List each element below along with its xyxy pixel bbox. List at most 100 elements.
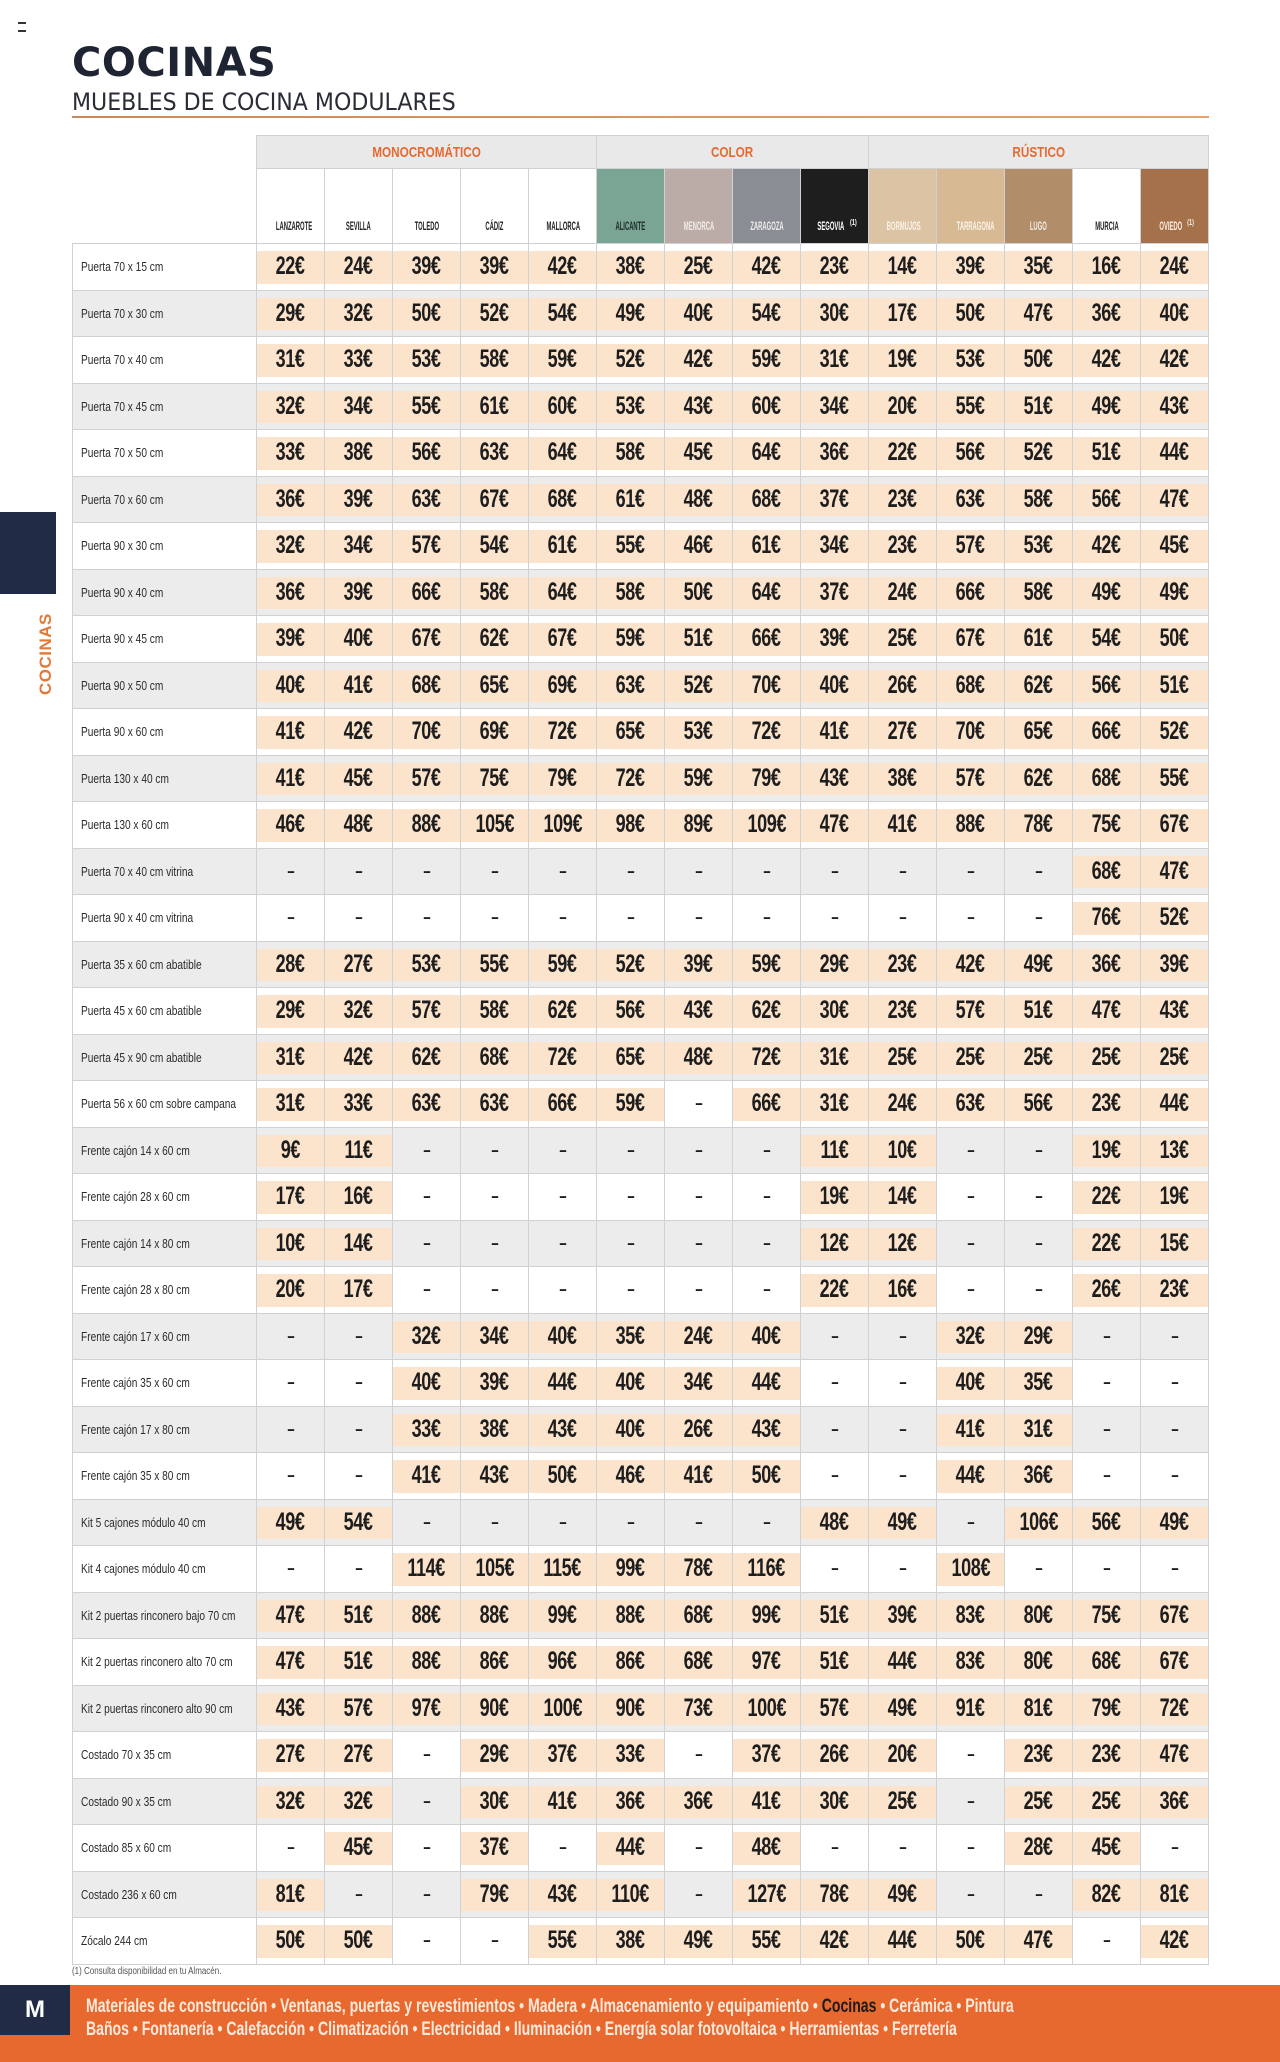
price-cell: –: [1072, 1312, 1141, 1360]
price-value: 39€: [412, 252, 441, 281]
footer-category-link[interactable]: Herramientas: [789, 2019, 880, 2040]
price-value: –: [423, 860, 430, 881]
price-value: –: [559, 1837, 566, 1858]
price-value: –: [763, 1511, 770, 1532]
price-cell: –: [324, 894, 393, 942]
price-cell: 27€: [324, 1731, 393, 1779]
table-row: Costado 70 x 35 cm 27€ 27€ – 29€ 37€ 33€ – 37€ 26…: [72, 1731, 1209, 1779]
price-cell: –: [324, 1312, 393, 1360]
price-value: 40€: [752, 1321, 781, 1350]
footer-category-link[interactable]: Almacenamiento y equipamiento: [589, 1996, 809, 2017]
separator: •: [808, 1996, 822, 2017]
price-value: 46€: [276, 810, 305, 839]
table-row: Puerta 45 x 90 cm abatible 31€ 42€ 62€ 68€ 72…: [72, 1033, 1209, 1081]
price-value: 110€: [611, 1879, 650, 1908]
finish-column-header: TARRAGONA: [936, 168, 1005, 244]
price-value: 68€: [956, 670, 985, 699]
price-cell: 32€: [936, 1312, 1005, 1360]
price-cell: 33€: [324, 1080, 393, 1128]
table-row: Puerta 130 x 40 cm 41€ 45€ 57€ 75€ 79€ 72€ 59€ 7…: [72, 754, 1209, 802]
price-cell: 44€: [732, 1359, 801, 1407]
footer-category-link[interactable]: Energía solar fotovoltaica: [604, 2019, 777, 2040]
footer-category-link[interactable]: Ferretería: [891, 2019, 957, 2040]
price-cell: 33€: [256, 429, 325, 477]
footer-category-link[interactable]: Baños: [86, 2019, 129, 2040]
price-value: 14€: [888, 252, 917, 281]
price-value: 63€: [480, 438, 509, 467]
footer-category-link[interactable]: Materiales de construcción: [86, 1996, 268, 2017]
price-value: 22€: [276, 252, 305, 281]
price-value: 79€: [480, 1879, 509, 1908]
price-cell: –: [256, 894, 325, 942]
footer-category-link[interactable]: Fontanería: [141, 2019, 214, 2040]
footer-category-link[interactable]: Pintura: [965, 1996, 1014, 2017]
price-value: –: [491, 1139, 498, 1160]
table-row: Frente cajón 35 x 60 cm – – 40€ 39€ 44€ 40€ 34€…: [72, 1359, 1209, 1407]
price-cell: 83€: [936, 1591, 1005, 1639]
footer-category-link[interactable]: Cocinas: [821, 1996, 877, 2017]
footer-category-link[interactable]: Electricidad: [421, 2019, 502, 2040]
price-value: 27€: [888, 717, 917, 746]
price-value: –: [627, 1139, 634, 1160]
product-label: Frente cajón 35 x 60 cm: [81, 1375, 190, 1391]
price-value: 66€: [412, 577, 441, 606]
price-value: 42€: [956, 949, 985, 978]
price-value: 42€: [344, 717, 373, 746]
price-cell: 16€: [868, 1266, 937, 1314]
price-value: 72€: [1160, 1693, 1189, 1722]
price-value: 59€: [616, 624, 645, 653]
product-label: Puerta 70 x 15 cm: [81, 259, 164, 275]
price-cell: 42€: [324, 708, 393, 756]
price-cell: –: [936, 1266, 1005, 1314]
price-value: 51€: [1024, 391, 1053, 420]
price-cell: 38€: [460, 1405, 529, 1453]
price-cell: –: [1072, 1359, 1141, 1407]
separator: •: [776, 2019, 790, 2040]
price-value: –: [1035, 1883, 1042, 1904]
price-value: –: [559, 860, 566, 881]
price-cell: 42€: [1140, 1917, 1209, 1965]
separator: •: [128, 2019, 142, 2040]
price-cell: 96€: [528, 1638, 597, 1686]
price-cell: 40€: [324, 615, 393, 663]
price-cell: –: [1140, 1545, 1209, 1593]
price-cell: 100€: [732, 1684, 801, 1732]
price-value: 42€: [1092, 531, 1121, 560]
price-cell: 23€: [1072, 1731, 1141, 1779]
price-cell: 66€: [528, 1080, 597, 1128]
price-cell: –: [664, 894, 733, 942]
finish-column-header: CÁDIZ: [460, 168, 529, 244]
price-cell: 49€: [1004, 940, 1073, 988]
price-cell: 67€: [1140, 1638, 1209, 1686]
price-cell: 57€: [324, 1684, 393, 1732]
footer-category-link[interactable]: Calefacción: [226, 2019, 306, 2040]
price-cell: 50€: [936, 289, 1005, 337]
price-cell: 109€: [528, 801, 597, 849]
price-cell: 41€: [324, 661, 393, 709]
price-value: –: [695, 1093, 702, 1114]
finish-column-header: LUGO: [1004, 168, 1073, 244]
footer-category-link[interactable]: Madera: [527, 1996, 578, 2017]
price-value: –: [355, 1325, 362, 1346]
price-cell: –: [732, 894, 801, 942]
price-value: –: [763, 1279, 770, 1300]
price-value: –: [1035, 1279, 1042, 1300]
footer-category-link[interactable]: Climatización: [318, 2019, 409, 2040]
footer-category-link[interactable]: Iluminación: [513, 2019, 592, 2040]
price-cell: 53€: [596, 382, 665, 430]
price-value: 43€: [276, 1693, 305, 1722]
table-row: Frente cajón 14 x 80 cm 10€ 14€ – – – – – – 12€ 12…: [72, 1219, 1209, 1267]
row-label-cell: Costado 85 x 60 cm: [72, 1824, 257, 1872]
price-cell: –: [800, 1452, 869, 1500]
price-value: –: [1103, 1558, 1110, 1579]
footer-category-link[interactable]: Ventanas, puertas y revestimientos: [280, 1996, 516, 2017]
price-value: 99€: [548, 1600, 577, 1629]
price-value: –: [967, 1744, 974, 1765]
price-cell: 14€: [868, 243, 937, 291]
footer-category-link[interactable]: Cerámica: [889, 1996, 953, 2017]
price-cell: –: [256, 1452, 325, 1500]
price-cell: 23€: [1072, 1080, 1141, 1128]
price-cell: –: [664, 1219, 733, 1267]
product-label: Costado 90 x 35 cm: [81, 1793, 172, 1809]
price-value: 68€: [412, 670, 441, 699]
